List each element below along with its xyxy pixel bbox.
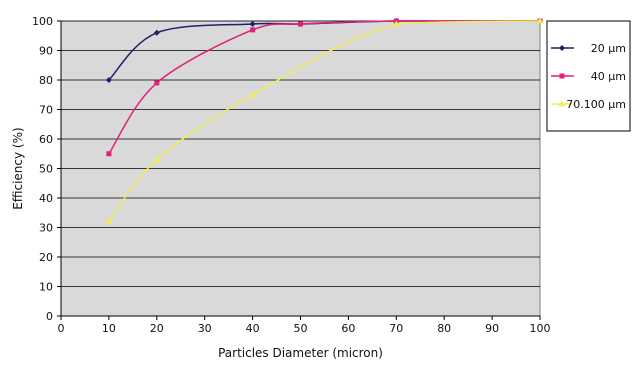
data-point: [105, 77, 112, 83]
grid-lines: [60, 20, 540, 317]
legend-label: 20 µm: [591, 42, 626, 55]
series-layer: [105, 17, 544, 225]
y-tick-label: 10: [39, 281, 53, 294]
x-tick-label: 0: [58, 322, 65, 335]
series-line: [108, 20, 540, 155]
x-tick-label: 70: [389, 322, 403, 335]
x-axis-label: Particles Diameter (micron): [218, 346, 383, 360]
x-tick-label: 100: [530, 322, 551, 335]
x-tick-label: 80: [437, 322, 451, 335]
data-point: [250, 27, 256, 33]
y-tick-label: 40: [39, 192, 53, 205]
data-point: [249, 91, 257, 98]
data-point: [154, 80, 160, 86]
x-tick-label: 50: [294, 322, 308, 335]
legend-swatch-marker: [558, 100, 566, 107]
data-point: [153, 29, 160, 36]
legend-swatch-marker: [559, 73, 565, 79]
data-point: [153, 156, 161, 163]
y-tick-label: 90: [39, 45, 53, 58]
y-axis-label: Efficiency (%): [11, 127, 25, 209]
x-tick-label: 30: [198, 322, 212, 335]
legend-label: 70.100 µm: [566, 98, 626, 111]
x-tick-label: 90: [485, 322, 499, 335]
y-tick-label: 30: [39, 222, 53, 235]
y-tick-label: 100: [32, 15, 53, 28]
legend-item-3: 70.100 µm: [551, 98, 626, 111]
data-point: [536, 17, 544, 24]
data-point: [392, 20, 400, 27]
y-axis-ticks: 0 10 20 30 40 50 60 70 80 90 100: [32, 15, 61, 323]
y-tick-label: 80: [39, 74, 53, 87]
x-tick-label: 40: [246, 322, 260, 335]
x-tick-label: 10: [102, 322, 116, 335]
y-tick-label: 20: [39, 251, 53, 264]
legend-item-1: 20 µm: [551, 42, 626, 55]
series-3: [105, 17, 544, 225]
y-tick-label: 0: [46, 310, 53, 323]
x-axis-ticks: 0 10 20 30 40 50 60 70 80 90 100: [58, 316, 551, 335]
y-tick-label: 70: [39, 104, 53, 117]
y-tick-label: 50: [39, 163, 53, 176]
x-tick-label: 60: [341, 322, 355, 335]
legend-swatch-marker: [559, 45, 565, 51]
y-tick-label: 60: [39, 133, 53, 146]
data-point: [105, 218, 113, 225]
series-line: [108, 20, 541, 223]
data-point: [298, 21, 303, 27]
legend: 20 µm 40 µm 70.100 µm: [546, 20, 631, 132]
data-point: [106, 151, 112, 157]
legend-item-2: 40 µm: [551, 70, 626, 83]
legend-label: 40 µm: [591, 70, 626, 83]
data-point: [249, 20, 256, 27]
x-tick-label: 20: [150, 322, 164, 335]
